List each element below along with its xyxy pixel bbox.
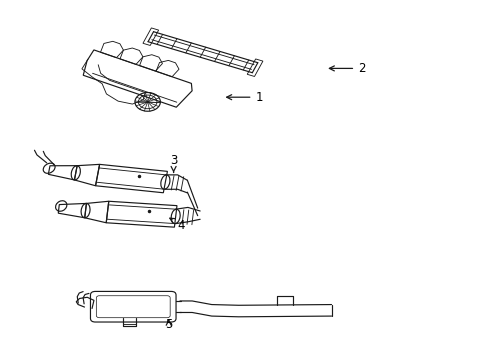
Text: 3: 3	[169, 154, 177, 172]
Text: 5: 5	[164, 318, 172, 330]
Text: 4: 4	[169, 218, 184, 231]
Text: 1: 1	[226, 91, 263, 104]
Text: 2: 2	[329, 62, 365, 75]
